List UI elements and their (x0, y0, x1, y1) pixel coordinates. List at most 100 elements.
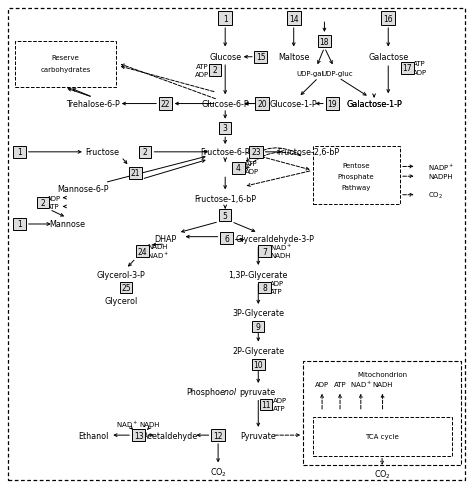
Text: 7: 7 (262, 247, 267, 256)
Text: CO$_2$: CO$_2$ (374, 468, 391, 480)
Text: ATP: ATP (47, 204, 60, 210)
Text: Maltose: Maltose (278, 53, 310, 62)
Text: ADP: ADP (413, 70, 427, 76)
Text: 23: 23 (251, 148, 261, 157)
Text: Mannose-6-P: Mannose-6-P (58, 184, 109, 194)
FancyBboxPatch shape (258, 282, 271, 294)
FancyBboxPatch shape (232, 163, 245, 174)
FancyBboxPatch shape (219, 210, 231, 222)
Text: NADH: NADH (270, 252, 291, 258)
Text: 1: 1 (223, 15, 228, 24)
Text: ADP: ADP (245, 169, 259, 175)
FancyBboxPatch shape (252, 321, 264, 332)
Text: 11: 11 (262, 400, 271, 409)
Text: 1,3P-Glycerate: 1,3P-Glycerate (228, 270, 288, 279)
Text: 19: 19 (328, 100, 337, 109)
Text: NADH: NADH (372, 381, 393, 387)
Text: Pentose: Pentose (342, 163, 370, 169)
Text: Glycerol-3-P: Glycerol-3-P (97, 270, 146, 279)
Text: Glyceraldehyde-3-P: Glyceraldehyde-3-P (236, 234, 314, 243)
Text: Galactose-1-P: Galactose-1-P (346, 100, 402, 109)
Text: 9: 9 (256, 322, 261, 331)
Text: NADPH: NADPH (428, 174, 453, 180)
Text: 2: 2 (212, 66, 217, 75)
FancyBboxPatch shape (139, 147, 151, 158)
Text: UDP-gluc: UDP-gluc (322, 71, 354, 77)
FancyBboxPatch shape (129, 167, 142, 179)
Text: ATP: ATP (245, 161, 258, 167)
Text: ATP: ATP (273, 405, 285, 411)
FancyBboxPatch shape (255, 98, 269, 110)
Text: 4: 4 (236, 164, 241, 173)
Text: NAD$^+$: NAD$^+$ (350, 379, 372, 389)
Text: enol: enol (220, 387, 237, 396)
Text: Acetaldehyde: Acetaldehyde (143, 431, 199, 440)
Text: ADP: ADP (270, 280, 284, 286)
Text: UDP-gal: UDP-gal (297, 71, 324, 77)
Text: carbohydrates: carbohydrates (40, 67, 91, 73)
FancyBboxPatch shape (287, 12, 301, 26)
Text: Phospho: Phospho (186, 387, 220, 396)
FancyBboxPatch shape (220, 233, 233, 244)
Text: Trehalose-6-P: Trehalose-6-P (66, 100, 120, 109)
Text: pyruvate: pyruvate (239, 387, 275, 396)
Text: Pathway: Pathway (341, 185, 371, 191)
Text: 3: 3 (223, 124, 228, 133)
Text: Reserve: Reserve (52, 55, 79, 61)
Text: Glucose: Glucose (209, 53, 241, 62)
FancyBboxPatch shape (137, 246, 149, 258)
FancyBboxPatch shape (158, 98, 172, 110)
Text: Fructose-2,6-bP: Fructose-2,6-bP (277, 148, 339, 157)
FancyBboxPatch shape (120, 282, 132, 294)
Text: ADP: ADP (47, 195, 61, 201)
FancyBboxPatch shape (209, 65, 221, 77)
Text: DHAP: DHAP (154, 234, 176, 243)
FancyBboxPatch shape (258, 246, 271, 258)
Text: TCA cycle: TCA cycle (365, 433, 399, 439)
Text: Galactose: Galactose (368, 53, 409, 62)
Text: 5: 5 (223, 211, 228, 220)
Text: Pyruvate: Pyruvate (240, 431, 276, 440)
Text: NADH: NADH (139, 421, 160, 427)
FancyBboxPatch shape (211, 429, 225, 441)
Text: 13: 13 (134, 431, 144, 440)
Text: 1: 1 (17, 148, 22, 157)
Text: 2: 2 (41, 199, 46, 207)
Text: 20: 20 (257, 100, 267, 109)
FancyBboxPatch shape (13, 147, 26, 158)
Text: Ethanol: Ethanol (78, 431, 109, 440)
Text: Galactose-1-P: Galactose-1-P (346, 100, 402, 109)
FancyBboxPatch shape (13, 219, 26, 230)
Text: Fructose-1,6-bP: Fructose-1,6-bP (194, 194, 256, 203)
Text: Fructose: Fructose (85, 148, 119, 157)
FancyBboxPatch shape (260, 399, 273, 410)
Text: ATP: ATP (196, 63, 209, 69)
Text: 25: 25 (121, 284, 131, 292)
Text: 22: 22 (160, 100, 170, 109)
Text: NAD$^+$: NAD$^+$ (270, 242, 292, 252)
Text: Phosphate: Phosphate (338, 174, 374, 180)
FancyBboxPatch shape (218, 12, 232, 26)
Text: Glucose-1-P: Glucose-1-P (270, 100, 318, 109)
FancyBboxPatch shape (254, 52, 267, 64)
Text: 12: 12 (213, 431, 223, 440)
Text: NADP$^+$: NADP$^+$ (428, 162, 455, 172)
Text: 16: 16 (383, 15, 393, 24)
Text: CO$_2$: CO$_2$ (210, 466, 227, 478)
Text: Mannose: Mannose (49, 220, 85, 229)
Text: 17: 17 (402, 64, 412, 73)
Text: ADP: ADP (315, 381, 329, 387)
FancyBboxPatch shape (318, 36, 331, 48)
Text: NADH: NADH (147, 244, 168, 250)
FancyBboxPatch shape (219, 122, 231, 135)
Text: 15: 15 (256, 53, 265, 62)
Text: 2: 2 (143, 148, 147, 157)
Text: 8: 8 (262, 284, 267, 292)
FancyBboxPatch shape (401, 63, 414, 75)
FancyBboxPatch shape (132, 429, 146, 441)
Text: 6: 6 (224, 234, 229, 243)
Text: 14: 14 (289, 15, 299, 24)
Text: ADP: ADP (273, 397, 287, 403)
Text: ATP: ATP (413, 61, 426, 67)
Text: ATP: ATP (270, 288, 283, 294)
